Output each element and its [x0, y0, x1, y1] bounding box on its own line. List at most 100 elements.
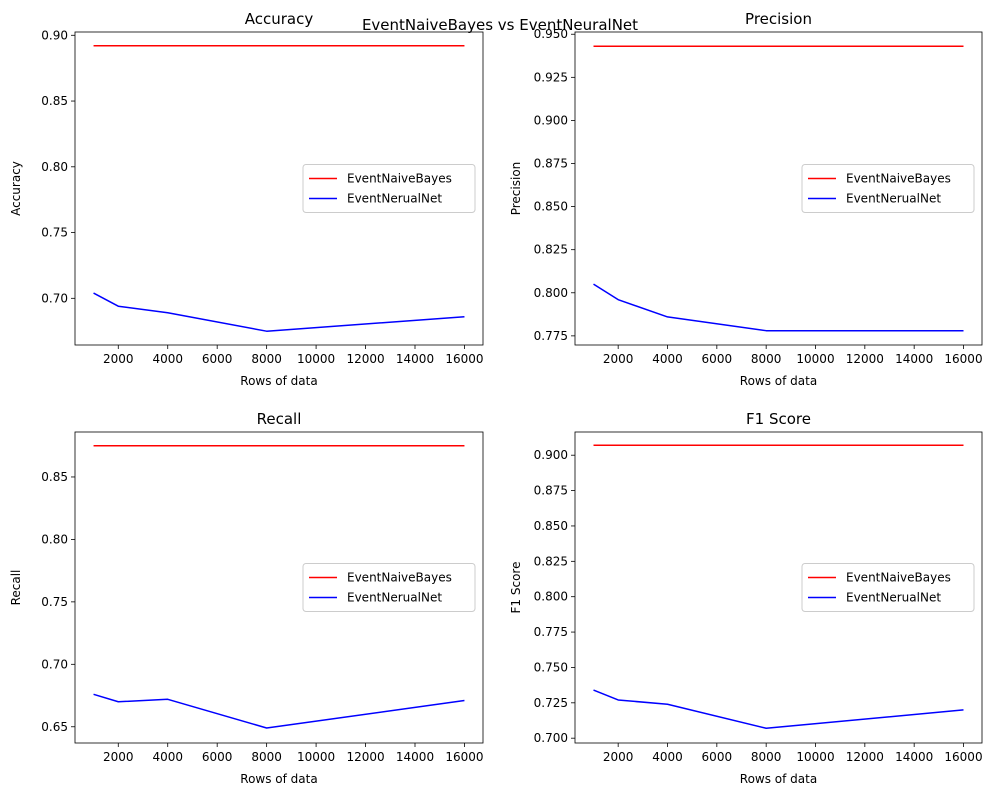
legend-entry: EventNaiveBayes	[846, 571, 951, 585]
x-tick-label: 14000	[895, 352, 933, 366]
y-tick-label: 0.900	[534, 113, 568, 127]
legend-entry: EventNerualNet	[846, 192, 941, 206]
y-tick-label: 0.70	[41, 657, 68, 671]
y-tick-label: 0.775	[534, 625, 568, 639]
x-tick-label: 2000	[103, 750, 134, 764]
plot-frame	[74, 31, 484, 346]
legend: EventNaiveBayes EventNerualNet	[302, 164, 476, 213]
y-tick-label: 0.75	[41, 226, 68, 240]
y-tick-label: 0.90	[41, 28, 68, 42]
y-tick-label: 0.700	[534, 731, 568, 745]
x-tick-label: 10000	[796, 750, 834, 764]
y-tick-label: 0.85	[41, 470, 68, 484]
y-tick-label: 0.950	[534, 27, 568, 41]
legend-entry: EventNerualNet	[347, 591, 442, 605]
y-tick-label: 0.925	[534, 70, 568, 84]
x-tick-label: 14000	[895, 750, 933, 764]
x-tick-label: 6000	[702, 352, 733, 366]
subplot-recall: Recall 2000 4000 6000 8000 10000 12000 14000 160…	[9, 410, 484, 786]
series-line-event-nerual-net	[93, 292, 465, 332]
x-tick-label: 12000	[346, 750, 384, 764]
y-tick-label: 0.65	[41, 720, 68, 734]
x-tick-label: 10000	[796, 352, 834, 366]
y-axis-label: F1 Score	[509, 562, 523, 614]
x-axis-label: Rows of data	[240, 772, 317, 786]
series-line-event-nerual-net	[593, 283, 964, 332]
series-line-event-nerual-net	[593, 689, 964, 730]
y-tick-label: 0.875	[534, 157, 568, 171]
x-tick-label: 8000	[751, 750, 782, 764]
x-tick-label: 4000	[652, 352, 683, 366]
x-tick-label: 2000	[103, 352, 134, 366]
x-tick-label: 4000	[152, 750, 183, 764]
y-tick-label: 0.900	[534, 448, 568, 462]
legend-box	[801, 164, 975, 213]
legend-entry: EventNerualNet	[347, 192, 442, 206]
plot-frame	[74, 431, 484, 744]
x-tick-label: 12000	[346, 352, 384, 366]
y-tick-label: 0.800	[534, 286, 568, 300]
x-axis-label: Rows of data	[240, 374, 317, 388]
y-axis-label: Accuracy	[9, 161, 23, 216]
legend-box	[801, 563, 975, 612]
x-tick-label: 16000	[445, 750, 483, 764]
legend-entry: EventNaiveBayes	[347, 571, 452, 585]
x-axis-label: Rows of data	[740, 374, 817, 388]
y-tick-label: 0.80	[41, 532, 68, 546]
x-tick-label: 10000	[297, 750, 335, 764]
y-tick-label: 0.800	[534, 590, 568, 604]
legend-entry: EventNerualNet	[846, 591, 941, 605]
legend-entry: EventNaiveBayes	[347, 172, 452, 186]
x-tick-label: 6000	[702, 750, 733, 764]
legend: EventNaiveBayes EventNerualNet	[801, 164, 975, 213]
x-tick-label: 6000	[202, 352, 233, 366]
x-tick-label: 8000	[751, 352, 782, 366]
x-tick-label: 14000	[396, 750, 434, 764]
y-tick-label: 0.85	[41, 94, 68, 108]
x-tick-label: 2000	[603, 352, 634, 366]
x-tick-label: 16000	[445, 352, 483, 366]
y-tick-label: 0.775	[534, 329, 568, 343]
subplot-title: Accuracy	[245, 10, 314, 28]
y-axis-label: Recall	[9, 570, 23, 606]
y-tick-label: 0.850	[534, 200, 568, 214]
legend: EventNaiveBayes EventNerualNet	[801, 563, 975, 612]
y-tick-label: 0.850	[534, 519, 568, 533]
y-tick-label: 0.75	[41, 595, 68, 609]
y-tick-label: 0.825	[534, 554, 568, 568]
x-tick-label: 12000	[846, 750, 884, 764]
plot-frame	[574, 31, 983, 346]
x-tick-label: 16000	[944, 352, 982, 366]
x-axis-label: Rows of data	[740, 772, 817, 786]
subplot-title: Precision	[745, 10, 812, 28]
y-tick-label: 0.750	[534, 660, 568, 674]
y-tick-label: 0.70	[41, 291, 68, 305]
x-tick-label: 4000	[152, 352, 183, 366]
y-tick-label: 0.725	[534, 696, 568, 710]
subplot-title: F1 Score	[746, 410, 811, 428]
legend-box	[302, 563, 476, 612]
figure-suptitle: EventNaiveBayes vs EventNeuralNet	[362, 16, 638, 34]
x-tick-label: 8000	[251, 352, 282, 366]
x-tick-label: 12000	[846, 352, 884, 366]
y-tick-label: 0.825	[534, 243, 568, 257]
y-axis-label: Precision	[509, 162, 523, 216]
y-tick-label: 0.875	[534, 484, 568, 498]
x-tick-label: 6000	[202, 750, 233, 764]
legend-entry: EventNaiveBayes	[846, 172, 951, 186]
legend-box	[302, 164, 476, 213]
subplot-precision: Precision 2000 4000 6000 8000 10000 12000 14000…	[509, 10, 983, 388]
legend: EventNaiveBayes EventNerualNet	[302, 563, 476, 612]
series-line-event-nerual-net	[93, 693, 465, 729]
y-tick-label: 0.80	[41, 160, 68, 174]
subplot-accuracy: Accuracy 2000 4000 6000 8000 10000 12000 14000 1…	[9, 10, 484, 388]
plot-frame	[574, 431, 983, 744]
x-tick-label: 8000	[251, 750, 282, 764]
x-tick-label: 10000	[297, 352, 335, 366]
subplot-f1-score: F1 Score 2000 4000 6000 8000 10000 12000 14000 1…	[509, 410, 983, 786]
subplot-grid: Accuracy 2000 4000 6000 8000 10000 12000 14000 1…	[9, 10, 983, 786]
x-tick-label: 16000	[944, 750, 982, 764]
x-tick-label: 2000	[603, 750, 634, 764]
